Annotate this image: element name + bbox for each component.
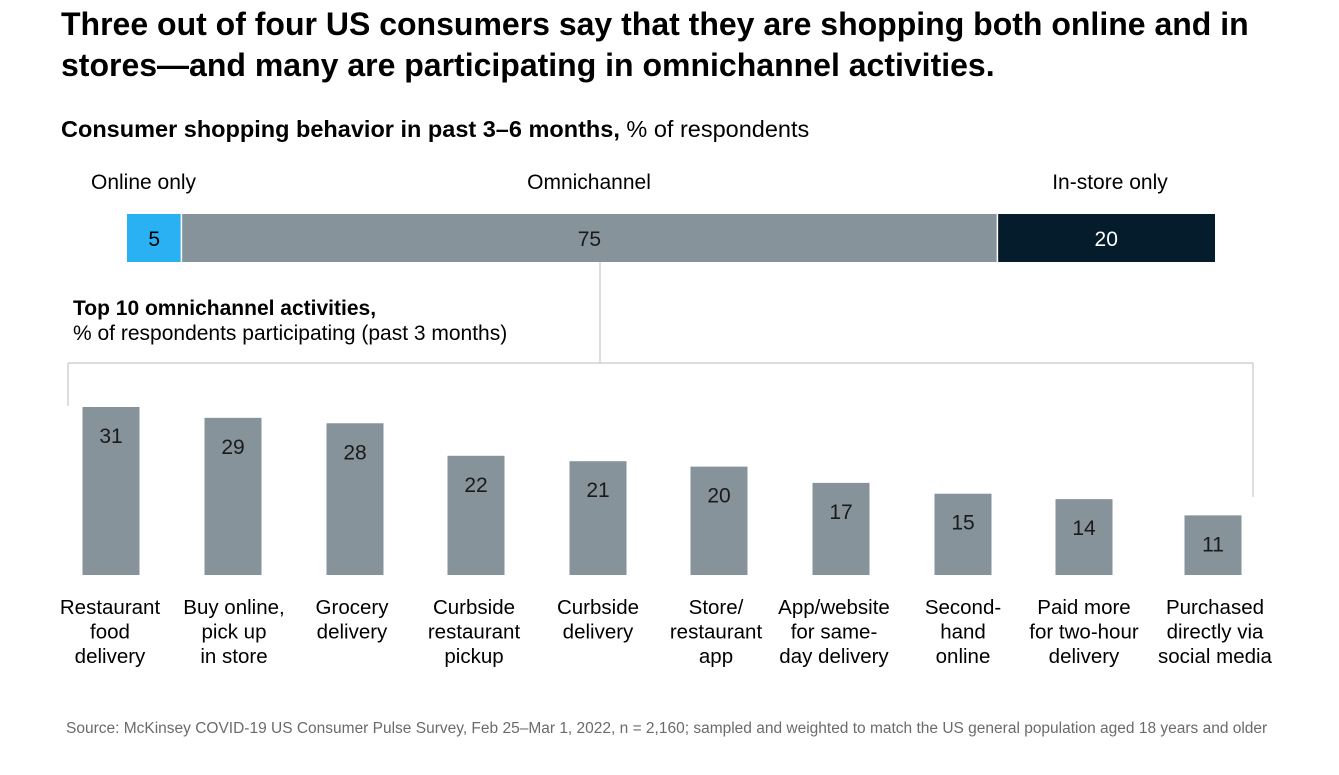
category-label-line: delivery xyxy=(1049,645,1120,668)
activities-title: Top 10 omnichannel activities, xyxy=(73,297,377,320)
stacked-bar: 5 75 20 xyxy=(127,214,1215,262)
activity-category-label: Curbside restaurant pickup xyxy=(428,596,521,668)
activity-category-label: Second-hand online xyxy=(925,596,1001,668)
activities-heading: Top 10 omnichannel activities, % of resp… xyxy=(73,296,507,346)
category-label-line: delivery xyxy=(317,621,388,644)
category-label-line: Curbside xyxy=(557,596,639,619)
category-label-line: food xyxy=(90,621,130,644)
category-label-line: for two-hour xyxy=(1029,621,1139,644)
subtitle-bold: Consumer shopping behavior in past 3–6 m… xyxy=(61,116,620,142)
chart-title: Three out of four US consumers say that … xyxy=(61,6,1249,83)
stack-value-omnichannel: 75 xyxy=(578,228,601,251)
subtitle-unit: % of respondents xyxy=(619,116,810,142)
stack-value-online: 5 xyxy=(148,228,160,251)
activity-category-label: Grocery delivery xyxy=(316,596,390,644)
category-label-line: pickup xyxy=(444,645,503,668)
category-label-line: for same- xyxy=(791,621,878,644)
activity-bar xyxy=(1055,499,1113,575)
category-label-line: online xyxy=(936,645,991,668)
stack-value-instore: 20 xyxy=(1095,228,1118,251)
activity-value-label: 29 xyxy=(221,436,244,459)
activity-bar xyxy=(934,493,992,575)
activity-value-label: 28 xyxy=(343,441,366,464)
category-label-line: social media xyxy=(1158,645,1273,668)
activity-bar xyxy=(326,423,384,575)
category-label-line: pick up xyxy=(202,621,267,644)
activity-bar xyxy=(690,466,748,575)
category-label-line: Store/ xyxy=(689,596,744,619)
activity-value-label: 11 xyxy=(1202,533,1224,556)
activity-bar xyxy=(569,461,627,575)
activity-bar xyxy=(82,407,140,575)
activity-category-label: Purchased directly via social media xyxy=(1158,596,1273,668)
category-label-line: Second- xyxy=(925,596,1001,619)
segment-label-omnichannel: Omnichannel xyxy=(527,171,651,194)
category-label-line: Purchased xyxy=(1166,596,1264,619)
activity-category-label: Paid more for two-hour delivery xyxy=(1029,596,1139,668)
activity-category-label: Buy online, pick up in store xyxy=(183,596,284,668)
stack-segment-instore xyxy=(997,214,1215,262)
connector-lines xyxy=(67,262,1254,497)
category-label-line: restaurant xyxy=(428,621,521,644)
activity-value-label: 20 xyxy=(707,485,730,508)
category-label-line: Paid more xyxy=(1037,596,1130,619)
activity-value-label: 17 xyxy=(829,501,852,524)
category-label-line: restaurant xyxy=(670,621,763,644)
activity-value-label: 22 xyxy=(464,474,487,497)
chart-subtitle: Consumer shopping behavior in past 3–6 m… xyxy=(61,114,809,144)
activity-value-label: 31 xyxy=(99,425,122,448)
activity-value-label: 21 xyxy=(586,479,609,502)
stack-segment-omnichannel xyxy=(181,214,998,262)
category-label-line: hand xyxy=(940,621,986,644)
category-label-line: Buy online, xyxy=(183,596,284,619)
activity-category-label: Restaurant food delivery xyxy=(60,596,161,668)
category-label-line: Grocery xyxy=(316,596,390,619)
category-label-line: delivery xyxy=(563,621,634,644)
activity-category-label: App/website for same-day delivery xyxy=(778,596,890,668)
category-label-line: Restaurant xyxy=(60,596,161,619)
activities-subtitle: % of respondents participating (past 3 m… xyxy=(73,322,508,345)
activity-value-label: 15 xyxy=(951,512,974,535)
activity-bar xyxy=(447,455,505,575)
segment-label-instore: In-store only xyxy=(1052,171,1168,194)
category-label-line: app xyxy=(699,645,733,668)
category-label-line: delivery xyxy=(75,645,146,668)
activity-category-label: Store/restaurant app xyxy=(670,596,763,668)
activity-bar xyxy=(812,482,870,575)
activity-bar xyxy=(204,417,262,575)
category-label-line: directly via xyxy=(1167,621,1264,644)
category-label-line: day delivery xyxy=(779,645,889,668)
activity-category-label: Curbside delivery xyxy=(557,596,639,644)
stack-segment-online xyxy=(127,214,182,262)
category-label-line: Curbside xyxy=(433,596,515,619)
activity-value-label: 14 xyxy=(1072,517,1096,540)
activity-bar xyxy=(1184,515,1242,575)
segment-label-online: Online only xyxy=(91,171,197,194)
source-note: Source: McKinsey COVID-19 US Consumer Pu… xyxy=(66,720,1268,737)
category-label-line: in store xyxy=(200,645,267,668)
category-label-line: App/website xyxy=(778,596,890,619)
